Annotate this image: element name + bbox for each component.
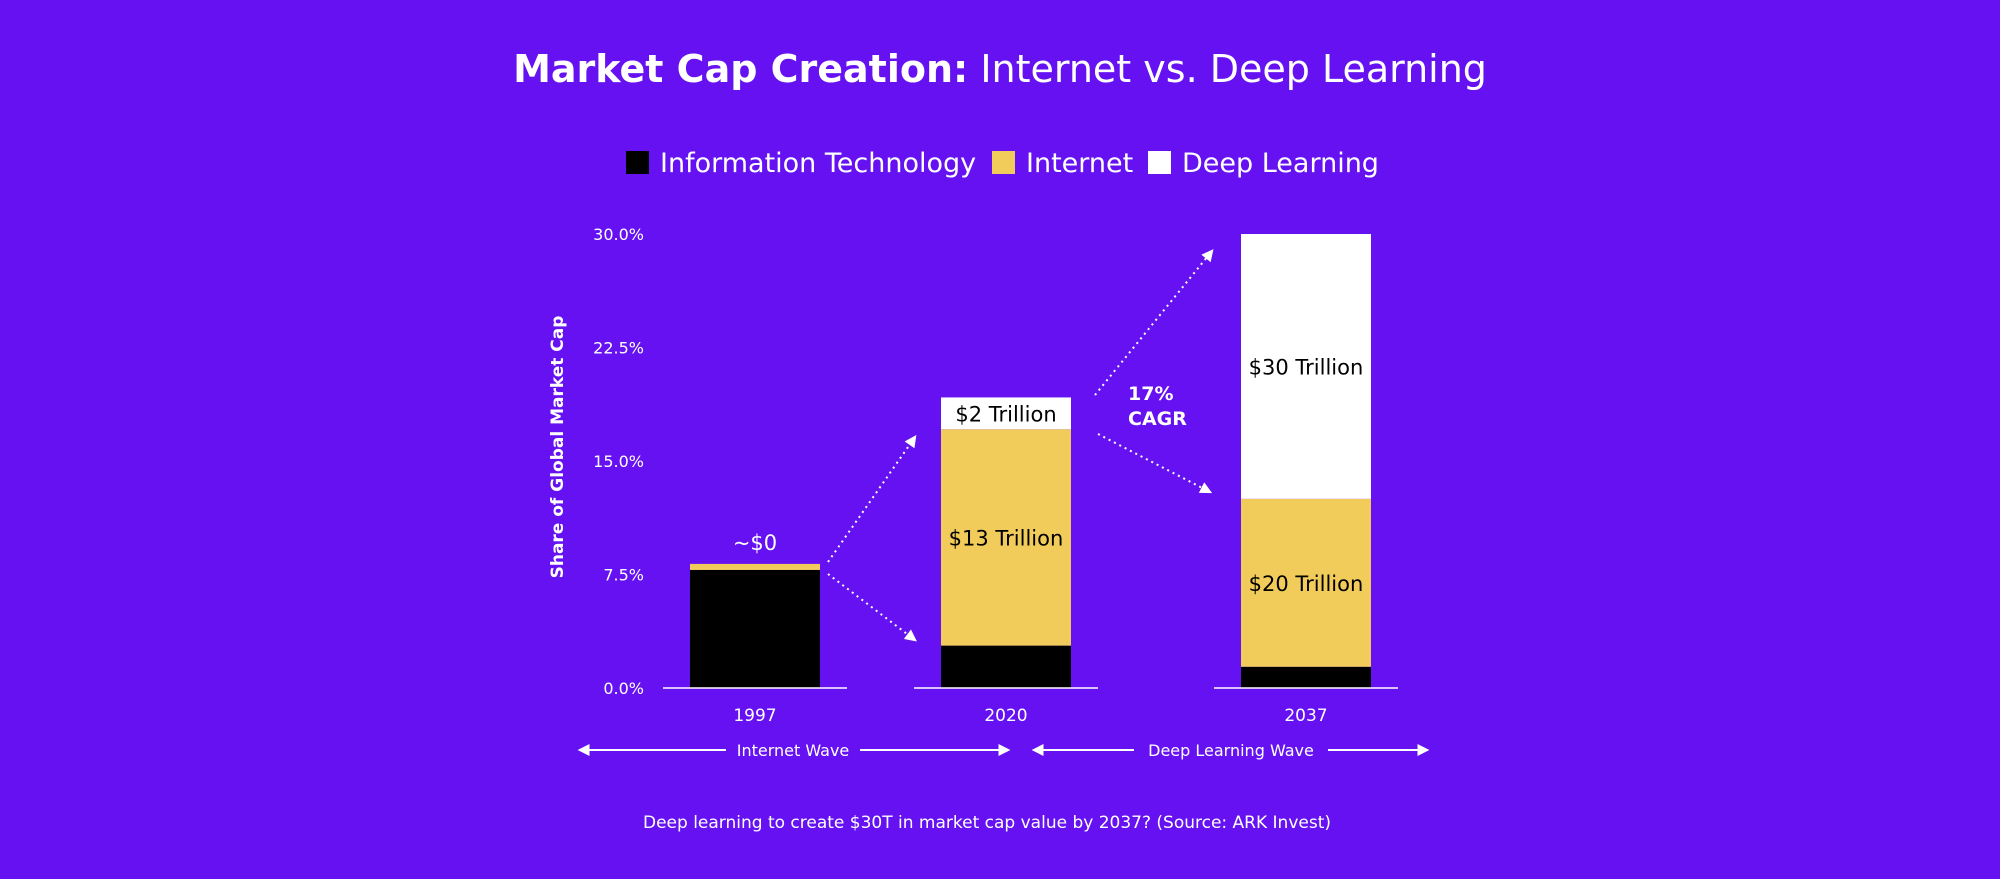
legend-swatch-internet (992, 151, 1015, 174)
legend-swatch-deep-learning (1148, 151, 1171, 174)
y-tick-label: 22.5% (593, 339, 644, 358)
bar-2020-deep-learning (941, 397, 1071, 430)
wave-internet: Internet Wave (577, 741, 1011, 760)
x-tick-label-1997: 1997 (733, 706, 776, 726)
x-axis-labels: 1997 2020 2037 (733, 706, 1327, 726)
y-tick-label: 30.0% (593, 225, 644, 244)
segment-label-2037-deep-learning: $30 Trillion (1249, 355, 1364, 379)
y-tick-label: 15.0% (593, 452, 644, 471)
arrow-2020-to-2037-bottom (1097, 433, 1213, 494)
bar-2037-internet (1241, 498, 1371, 667)
arrow-1997-to-2020-bottom (827, 573, 917, 642)
bar-2020-information-technology (941, 645, 1071, 688)
segment-label-2037-internet: $20 Trillion (1249, 572, 1364, 596)
legend-label-information-technology: Information Technology (660, 148, 976, 179)
bar-2037-information-technology (1241, 666, 1371, 688)
bar-1997-internet (690, 563, 820, 570)
y-axis-ticks: 0.0% 7.5% 15.0% 22.5% 30.0% (593, 225, 644, 698)
chart-title-regular: Internet vs. Deep Learning (968, 47, 1487, 91)
y-tick-label: 0.0% (603, 679, 644, 698)
cagr-annotation-line2: CAGR (1128, 408, 1187, 430)
legend-label-deep-learning: Deep Learning (1182, 148, 1379, 179)
cagr-annotation-line1: 17% (1128, 383, 1173, 405)
y-tick-label: 7.5% (603, 566, 644, 585)
bars (690, 234, 1371, 688)
bar-2037-deep-learning (1241, 234, 1371, 499)
segment-label-2020-deep-learning: $2 Trillion (955, 402, 1056, 426)
segment-label-1997-internet: ~$0 (733, 531, 777, 555)
wave-deep-learning-label: Deep Learning Wave (1148, 741, 1314, 760)
wave-internet-label: Internet Wave (737, 741, 850, 760)
arrow-2020-to-2037-top (1094, 249, 1214, 396)
legend-swatch-information-technology (626, 151, 649, 174)
segment-label-2020-internet: $13 Trillion (949, 526, 1064, 550)
y-axis-label: Share of Global Market Cap (548, 316, 568, 579)
wave-deep-learning: Deep Learning Wave (1031, 741, 1430, 760)
bar-1997-information-technology (690, 569, 820, 688)
chart-title-bold: Market Cap Creation: (513, 47, 968, 91)
legend: Information Technology Internet Deep Learn… (626, 148, 1379, 179)
x-tick-label-2037: 2037 (1284, 706, 1327, 726)
bar-2020-internet (941, 429, 1071, 646)
chart-title: Market Cap Creation: Internet vs. Deep L… (513, 47, 1487, 91)
caption: Deep learning to create $30T in market c… (643, 813, 1331, 833)
arrow-1997-to-2020-top (827, 435, 917, 563)
growth-arrows (827, 249, 1214, 642)
legend-label-internet: Internet (1026, 148, 1133, 179)
x-tick-label-2020: 2020 (984, 706, 1027, 726)
segment-labels: ~$0 $13 Trillion $2 Trillion $20 Trillion $3… (733, 355, 1363, 595)
